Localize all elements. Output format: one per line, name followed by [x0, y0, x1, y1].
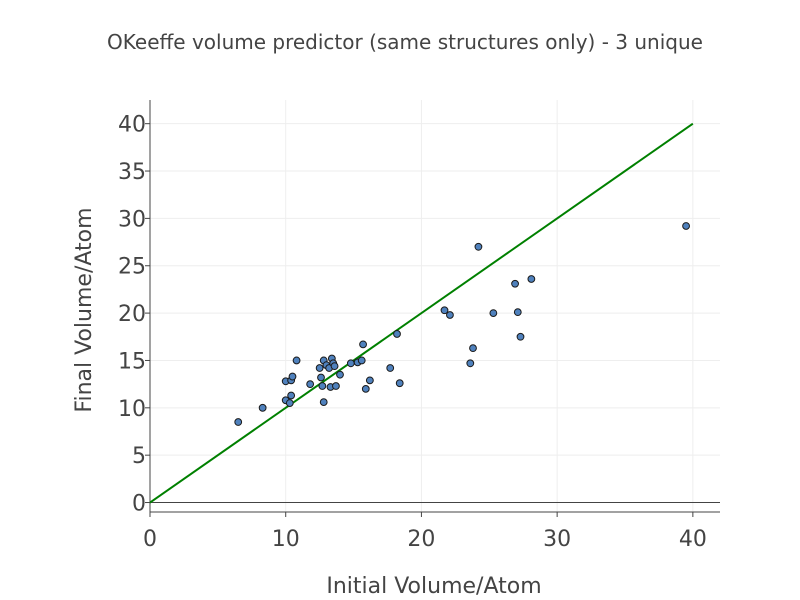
data-point	[318, 382, 327, 390]
x-tick-label: 0	[143, 527, 157, 552]
data-points	[234, 222, 690, 426]
identity-line	[149, 122, 694, 504]
data-point	[332, 382, 340, 390]
y-tick-label: 35	[118, 160, 146, 185]
data-point	[359, 340, 367, 349]
data-point	[315, 364, 324, 372]
data-point	[234, 418, 243, 426]
data-point	[682, 222, 690, 230]
data-point	[258, 403, 267, 412]
data-point	[440, 306, 449, 315]
data-point	[513, 308, 522, 317]
y-tick-label: 10	[118, 397, 146, 422]
chart-title: OKeeffe volume predictor (same structure…	[107, 30, 703, 54]
data-point	[330, 362, 339, 371]
tick-labels: 0 10 20 30 40 0 5 10 15 20 25 30 35 40	[118, 113, 707, 552]
y-tick-label: 0	[132, 492, 146, 517]
data-point	[469, 344, 477, 353]
data-point	[346, 359, 355, 368]
y-tick-label: 30	[118, 207, 146, 232]
y-tick-label: 15	[118, 349, 146, 374]
data-point	[306, 380, 315, 389]
data-point	[489, 309, 498, 318]
data-point	[317, 373, 325, 382]
data-point	[527, 275, 536, 283]
data-point	[446, 311, 454, 319]
data-point	[287, 391, 296, 400]
data-point	[511, 279, 519, 288]
y-tick-label: 40	[118, 113, 146, 138]
y-tick-label: 20	[118, 302, 146, 327]
x-tick-label: 20	[407, 527, 435, 552]
data-point	[319, 398, 328, 407]
data-point	[386, 364, 395, 372]
data-point	[393, 330, 401, 338]
data-point	[285, 399, 294, 407]
y-tick-label: 25	[118, 255, 146, 280]
data-point	[336, 370, 344, 379]
data-point	[395, 379, 404, 388]
data-point	[288, 372, 297, 381]
x-tick-label: 10	[272, 527, 300, 552]
y-axis-title: Final Volume/Atom	[72, 207, 97, 412]
x-axis-title: Initial Volume/Atom	[326, 574, 541, 599]
y-tick-label: 5	[132, 444, 146, 469]
diagonal-line-series	[149, 122, 694, 504]
axes	[145, 100, 720, 517]
data-point	[516, 332, 525, 341]
data-point	[474, 242, 483, 251]
x-tick-label: 40	[679, 527, 707, 552]
data-point	[357, 356, 366, 365]
data-point	[361, 384, 370, 393]
x-tick-label: 30	[543, 527, 571, 552]
grid-lines	[150, 100, 720, 512]
data-point	[466, 359, 475, 368]
data-point	[365, 376, 374, 385]
data-point	[292, 356, 301, 365]
